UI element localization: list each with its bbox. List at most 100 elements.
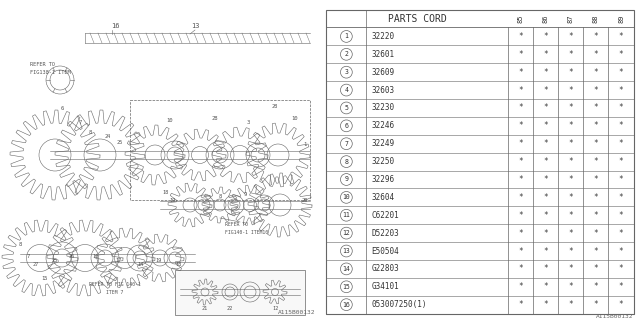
Text: *: * — [543, 300, 548, 309]
Text: *: * — [518, 139, 522, 148]
Text: 6: 6 — [60, 106, 63, 110]
Text: G22803: G22803 — [371, 264, 399, 273]
Text: 25: 25 — [52, 258, 58, 262]
Text: 32250: 32250 — [371, 157, 394, 166]
Text: *: * — [568, 175, 573, 184]
Text: *: * — [543, 193, 548, 202]
Text: *: * — [543, 32, 548, 41]
Text: 32230: 32230 — [371, 103, 394, 112]
Text: *: * — [619, 121, 623, 130]
Text: *: * — [619, 68, 623, 77]
Text: *: * — [543, 121, 548, 130]
Text: *: * — [518, 32, 522, 41]
Text: PARTS CORD: PARTS CORD — [388, 13, 446, 24]
Text: *: * — [518, 228, 522, 238]
Text: *: * — [619, 50, 623, 59]
Text: ITEM 7: ITEM 7 — [106, 290, 124, 294]
Text: 9: 9 — [344, 177, 348, 182]
Text: 7: 7 — [26, 253, 29, 259]
Text: 16: 16 — [342, 302, 350, 308]
Text: *: * — [568, 121, 573, 130]
Text: *: * — [593, 228, 598, 238]
Text: *: * — [619, 228, 623, 238]
Text: 15: 15 — [342, 284, 350, 290]
Text: 85: 85 — [517, 14, 524, 23]
Text: *: * — [619, 32, 623, 41]
Text: *: * — [518, 157, 522, 166]
Text: 6: 6 — [344, 123, 348, 129]
Text: *: * — [593, 139, 598, 148]
Text: *: * — [593, 282, 598, 291]
Text: FIG138-1 ITEM: FIG138-1 ITEM — [30, 69, 70, 75]
Text: 28: 28 — [272, 103, 278, 108]
Text: 13: 13 — [342, 248, 350, 254]
Text: *: * — [543, 68, 548, 77]
Text: *: * — [518, 300, 522, 309]
Text: 89: 89 — [618, 14, 624, 23]
Text: *: * — [593, 103, 598, 112]
Text: *: * — [568, 246, 573, 255]
Text: *: * — [543, 139, 548, 148]
Text: 8: 8 — [19, 242, 22, 246]
Text: 14: 14 — [137, 261, 143, 267]
Text: *: * — [593, 211, 598, 220]
Text: 24: 24 — [105, 133, 111, 139]
Text: 8: 8 — [88, 131, 92, 135]
Text: 3: 3 — [344, 69, 348, 75]
Text: 25: 25 — [117, 140, 123, 146]
Text: *: * — [568, 282, 573, 291]
Text: *: * — [619, 246, 623, 255]
Text: A115B00132: A115B00132 — [596, 314, 634, 319]
Text: *: * — [568, 300, 573, 309]
Text: *: * — [568, 228, 573, 238]
Text: D52203: D52203 — [371, 228, 399, 238]
Text: 7: 7 — [344, 141, 348, 147]
Text: 1: 1 — [303, 142, 307, 148]
Text: 19: 19 — [155, 258, 161, 262]
Text: 7: 7 — [78, 119, 82, 124]
Text: FIG140-1 ITEM10: FIG140-1 ITEM10 — [225, 229, 268, 235]
Text: *: * — [543, 211, 548, 220]
Text: A115B00132: A115B00132 — [278, 310, 315, 315]
Text: 32220: 32220 — [371, 32, 394, 41]
Text: 32601: 32601 — [371, 50, 394, 59]
Text: 10: 10 — [167, 117, 173, 123]
Text: C62201: C62201 — [371, 211, 399, 220]
Text: REFER TO: REFER TO — [225, 222, 248, 228]
Text: *: * — [593, 157, 598, 166]
Text: *: * — [619, 139, 623, 148]
Text: 2: 2 — [344, 51, 348, 57]
Text: *: * — [568, 264, 573, 273]
Text: *: * — [568, 193, 573, 202]
Text: *: * — [518, 50, 522, 59]
Text: *: * — [619, 157, 623, 166]
Text: 22: 22 — [227, 307, 233, 311]
Text: *: * — [543, 246, 548, 255]
Text: *: * — [568, 85, 573, 95]
Text: *: * — [568, 50, 573, 59]
Text: *: * — [518, 193, 522, 202]
Text: 4: 4 — [344, 87, 348, 93]
Text: 32609: 32609 — [371, 68, 394, 77]
Text: *: * — [543, 264, 548, 273]
Text: G34101: G34101 — [371, 282, 399, 291]
Text: *: * — [518, 68, 522, 77]
Text: *: * — [543, 228, 548, 238]
Text: *: * — [619, 193, 623, 202]
Text: *: * — [543, 175, 548, 184]
Text: *: * — [518, 121, 522, 130]
Text: 11: 11 — [342, 212, 350, 218]
Text: 32246: 32246 — [371, 121, 394, 130]
Text: *: * — [568, 211, 573, 220]
Text: 10: 10 — [342, 194, 350, 200]
Text: 9: 9 — [243, 193, 246, 197]
Text: *: * — [593, 121, 598, 130]
Text: *: * — [543, 50, 548, 59]
Text: *: * — [619, 103, 623, 112]
Text: *: * — [593, 246, 598, 255]
Text: *: * — [518, 211, 522, 220]
Text: *: * — [568, 68, 573, 77]
Text: 1: 1 — [344, 33, 348, 39]
Text: *: * — [619, 211, 623, 220]
Bar — [175, 270, 305, 315]
